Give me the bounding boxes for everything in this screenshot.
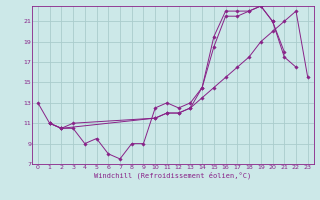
X-axis label: Windchill (Refroidissement éolien,°C): Windchill (Refroidissement éolien,°C) [94, 171, 252, 179]
